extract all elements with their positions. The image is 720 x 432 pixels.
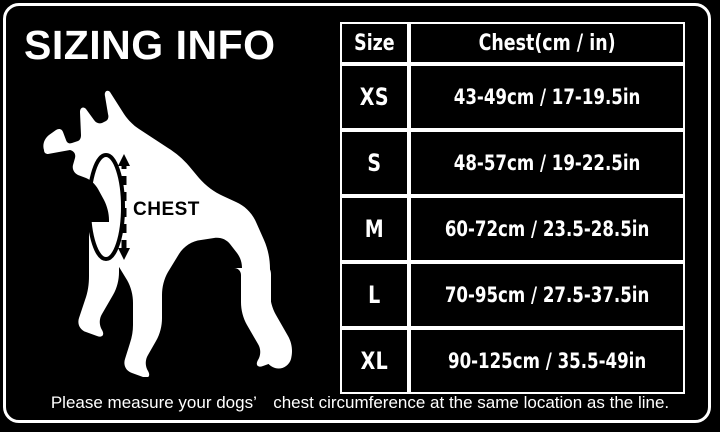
dog-front-leg-shape: [78, 222, 119, 337]
size-cell: M: [340, 196, 409, 262]
chest-arrow-bottom: [118, 248, 130, 260]
chest-cell: 90-125cm / 35.5-49in: [408, 328, 685, 394]
size-cell: XL: [340, 328, 409, 394]
chest-cell: 60-72cm / 23.5-28.5in: [408, 196, 685, 262]
size-chart-table: Size Chest(cm / in) XS 43-49cm / 17-19.5…: [340, 22, 685, 394]
chest-value: 70-95cm / 27.5-37.5in: [444, 283, 650, 307]
size-value: M: [364, 215, 385, 243]
chest-value: 60-72cm / 23.5-28.5in: [444, 217, 650, 241]
dog-silhouette-diagram: CHEST: [20, 72, 320, 377]
chest-arrow-top: [118, 154, 130, 166]
size-cell: S: [340, 130, 409, 196]
table-row: M 60-72cm / 23.5-28.5in: [340, 196, 685, 262]
measurement-instruction-caption: Please measure your dogs’ chest circumfe…: [50, 393, 670, 412]
table-row: XS 43-49cm / 17-19.5in: [340, 64, 685, 130]
chest-band-ellipse: [87, 153, 125, 261]
size-value: L: [368, 281, 381, 309]
table-row: S 48-57cm / 19-22.5in: [340, 130, 685, 196]
size-value: XS: [359, 83, 390, 111]
table-row: XL 90-125cm / 35.5-49in: [340, 328, 685, 394]
column-header-size-label: Size: [354, 30, 395, 56]
chest-cell: 43-49cm / 17-19.5in: [408, 64, 685, 130]
column-header-chest: Chest(cm / in): [408, 22, 685, 64]
chest-value: 90-125cm / 35.5-49in: [447, 349, 646, 373]
column-header-size: Size: [340, 22, 409, 64]
chest-cell: 70-95cm / 27.5-37.5in: [408, 262, 685, 328]
size-cell: XS: [340, 64, 409, 130]
dog-body-shape: [43, 90, 292, 377]
column-header-chest-label: Chest(cm / in): [478, 30, 616, 56]
chest-label: CHEST: [133, 199, 200, 220]
page-title: SIZING INFO: [24, 22, 276, 68]
chest-value: 48-57cm / 19-22.5in: [453, 151, 641, 175]
chest-cell: 48-57cm / 19-22.5in: [408, 130, 685, 196]
size-value: S: [367, 149, 382, 177]
dog-hind-leg-shape: [216, 268, 282, 367]
table-header-row: Size Chest(cm / in): [340, 22, 685, 64]
table-row: L 70-95cm / 27.5-37.5in: [340, 262, 685, 328]
size-cell: L: [340, 262, 409, 328]
chest-value: 43-49cm / 17-19.5in: [453, 85, 641, 109]
size-value: XL: [360, 347, 389, 375]
